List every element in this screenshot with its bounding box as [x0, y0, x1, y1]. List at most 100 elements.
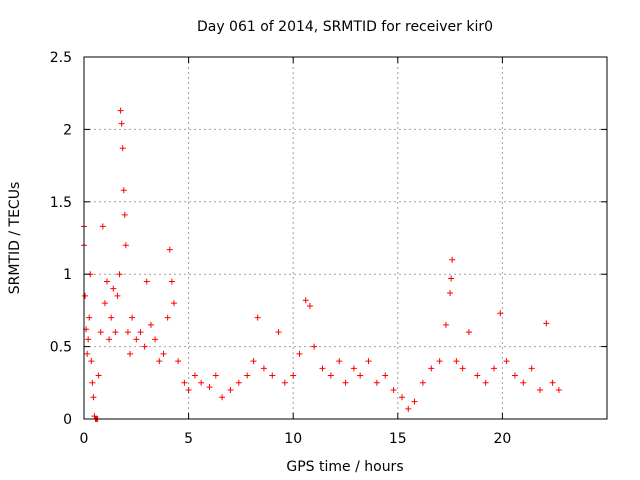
data-point [175, 358, 182, 365]
data-point [244, 372, 251, 379]
data-point [428, 365, 435, 372]
data-point [88, 358, 95, 365]
data-point [382, 372, 389, 379]
data-point [99, 223, 106, 230]
data-point [555, 387, 562, 394]
data-point [227, 387, 234, 394]
data-point [191, 372, 198, 379]
data-point [127, 350, 134, 357]
data-point [290, 372, 297, 379]
x-axis-label: GPS time / hours [286, 459, 403, 475]
data-point [442, 321, 449, 328]
data-point [365, 358, 372, 365]
data-point [342, 379, 349, 386]
data-point [449, 256, 456, 263]
data-point [84, 350, 91, 357]
data-point [357, 372, 364, 379]
data-series [81, 107, 562, 422]
data-point [116, 271, 123, 278]
data-point [302, 297, 309, 304]
data-point [143, 278, 150, 285]
data-point [474, 372, 481, 379]
data-point [108, 314, 115, 321]
y-tick-label: 2 [63, 122, 72, 138]
data-point [319, 365, 326, 372]
data-point [112, 329, 119, 336]
data-point [459, 365, 466, 372]
data-point [549, 379, 556, 386]
data-point [465, 329, 472, 336]
data-point [85, 336, 92, 343]
data-point [491, 365, 498, 372]
data-point [101, 300, 108, 307]
data-point [82, 292, 89, 299]
data-point [141, 343, 148, 350]
data-point [419, 379, 426, 386]
data-point [152, 336, 159, 343]
data-point [482, 379, 489, 386]
data-point [156, 358, 163, 365]
data-point [129, 314, 136, 321]
data-point [520, 379, 527, 386]
data-point [110, 285, 117, 292]
y-tick-label: 1.5 [50, 195, 72, 211]
data-point [160, 350, 167, 357]
data-point [497, 310, 504, 317]
data-point [198, 379, 205, 386]
data-point [181, 379, 188, 386]
x-tick-label: 20 [493, 431, 511, 447]
data-point [95, 372, 102, 379]
data-point [137, 329, 144, 336]
data-point [447, 290, 454, 297]
data-point [537, 387, 544, 394]
data-point [528, 365, 535, 372]
data-point [327, 372, 334, 379]
data-point [170, 300, 177, 307]
data-point [164, 314, 171, 321]
data-point [250, 358, 257, 365]
data-point [168, 278, 175, 285]
plot-frame [83, 56, 608, 420]
data-point [398, 394, 405, 401]
y-tick-label: 1 [63, 267, 72, 283]
data-point [390, 387, 397, 394]
data-point [275, 329, 282, 336]
data-point [97, 329, 104, 336]
data-point [281, 379, 288, 386]
data-point [296, 350, 303, 357]
data-point [511, 372, 518, 379]
data-point [448, 275, 455, 282]
data-point [411, 398, 418, 405]
data-point [185, 387, 192, 394]
data-point [89, 379, 96, 386]
data-point [219, 394, 226, 401]
data-point [453, 358, 460, 365]
data-point [104, 278, 111, 285]
data-point [117, 107, 124, 114]
data-point [124, 329, 131, 336]
data-point [122, 242, 129, 249]
data-point [90, 394, 97, 401]
y-tick-label: 2.5 [50, 50, 72, 66]
data-point [306, 303, 313, 310]
data-point [118, 120, 125, 127]
data-point [133, 336, 140, 343]
y-tick-label: 0.5 [50, 340, 72, 356]
data-point [212, 372, 219, 379]
data-point [336, 358, 343, 365]
axis-ticks: 0 5 10 15 20 0 0.5 1 1.5 2 2.5 [50, 50, 607, 447]
y-tick-label: 0 [63, 412, 72, 428]
data-point [350, 365, 357, 372]
y-axis-label: SRMTID / TECUs [7, 182, 23, 295]
data-point [147, 321, 154, 328]
x-tick-label: 5 [184, 431, 193, 447]
data-point [311, 343, 318, 350]
data-point [405, 405, 412, 412]
data-point [106, 336, 113, 343]
data-point [235, 379, 242, 386]
data-point [166, 246, 173, 253]
data-point [269, 372, 276, 379]
data-point [543, 320, 550, 327]
data-point [436, 358, 443, 365]
